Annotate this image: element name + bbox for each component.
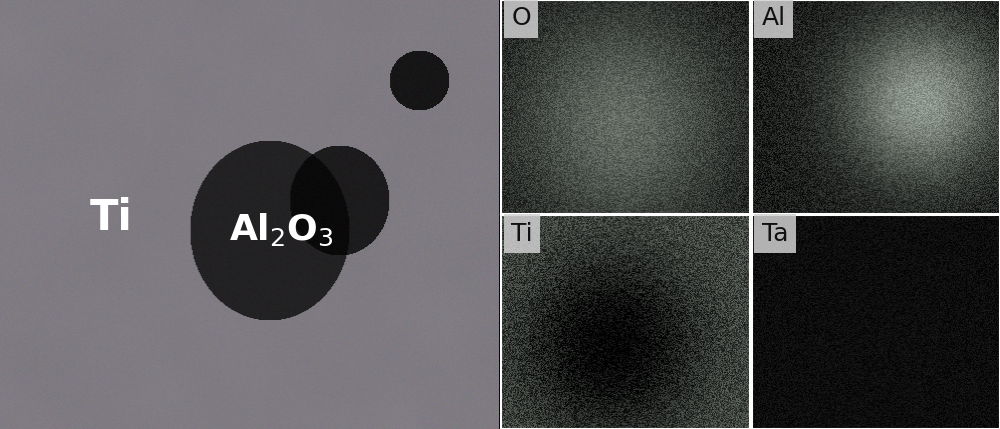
Text: Al$_2$O$_3$: Al$_2$O$_3$ [229, 211, 334, 248]
Text: Al: Al [762, 6, 786, 30]
Text: Ta: Ta [762, 222, 788, 246]
Text: O: O [511, 6, 531, 30]
Text: Ti: Ti [90, 197, 133, 239]
Text: Ti: Ti [511, 222, 533, 246]
